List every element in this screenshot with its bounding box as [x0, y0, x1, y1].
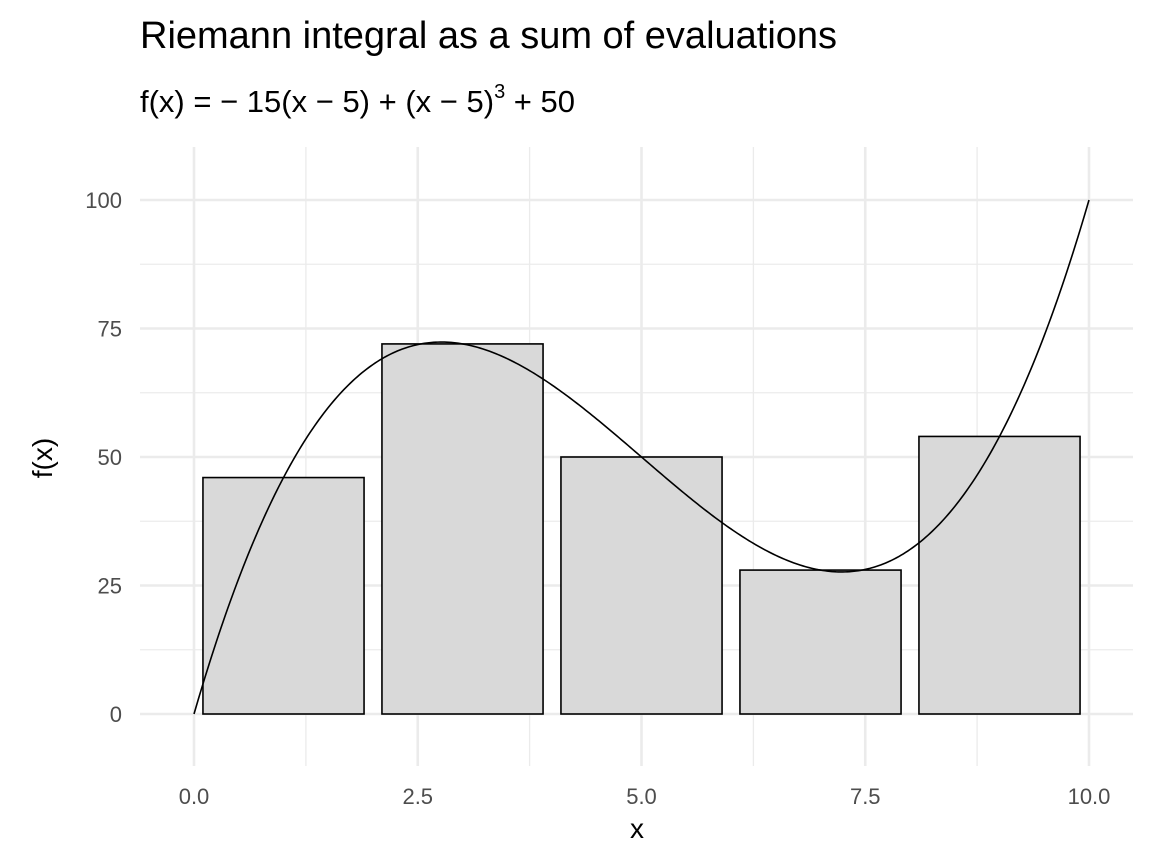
bar — [381, 343, 544, 715]
subtitle-base: = − 15(x − 5) + (x − 5) — [185, 84, 494, 119]
y-tick-label: 100 — [85, 188, 122, 213]
x-tick-label: 0.0 — [179, 784, 210, 809]
x-tick-label: 7.5 — [850, 784, 881, 809]
subtitle-lhs: f(x) — [140, 84, 185, 119]
bar — [739, 569, 902, 715]
x-tick-label: 5.0 — [626, 784, 657, 809]
y-axis-ticks: 0 25 50 75 100 — [85, 188, 122, 727]
y-tick-label: 25 — [98, 574, 122, 599]
function-curve — [193, 199, 1090, 715]
y-tick-label: 50 — [98, 445, 122, 470]
y-tick-label: 75 — [98, 317, 122, 342]
chart-subtitle: f(x) = − 15(x − 5) + (x − 5)3 + 50 — [140, 81, 575, 119]
bar — [560, 456, 723, 715]
x-tick-label: 2.5 — [402, 784, 433, 809]
bars — [202, 343, 1081, 715]
subtitle-tail: + 50 — [505, 84, 575, 119]
x-axis-ticks: 0.0 2.5 5.0 7.5 10.0 — [179, 784, 1111, 809]
x-tick-label: 10.0 — [1068, 784, 1111, 809]
bar — [918, 435, 1081, 715]
bar — [202, 476, 365, 715]
x-axis-label: x — [630, 813, 644, 844]
y-tick-label: 0 — [110, 702, 122, 727]
subtitle-exponent: 3 — [494, 81, 505, 103]
chart-title: Riemann integral as a sum of evaluations — [140, 15, 837, 57]
y-axis-label: f(x) — [27, 438, 58, 478]
